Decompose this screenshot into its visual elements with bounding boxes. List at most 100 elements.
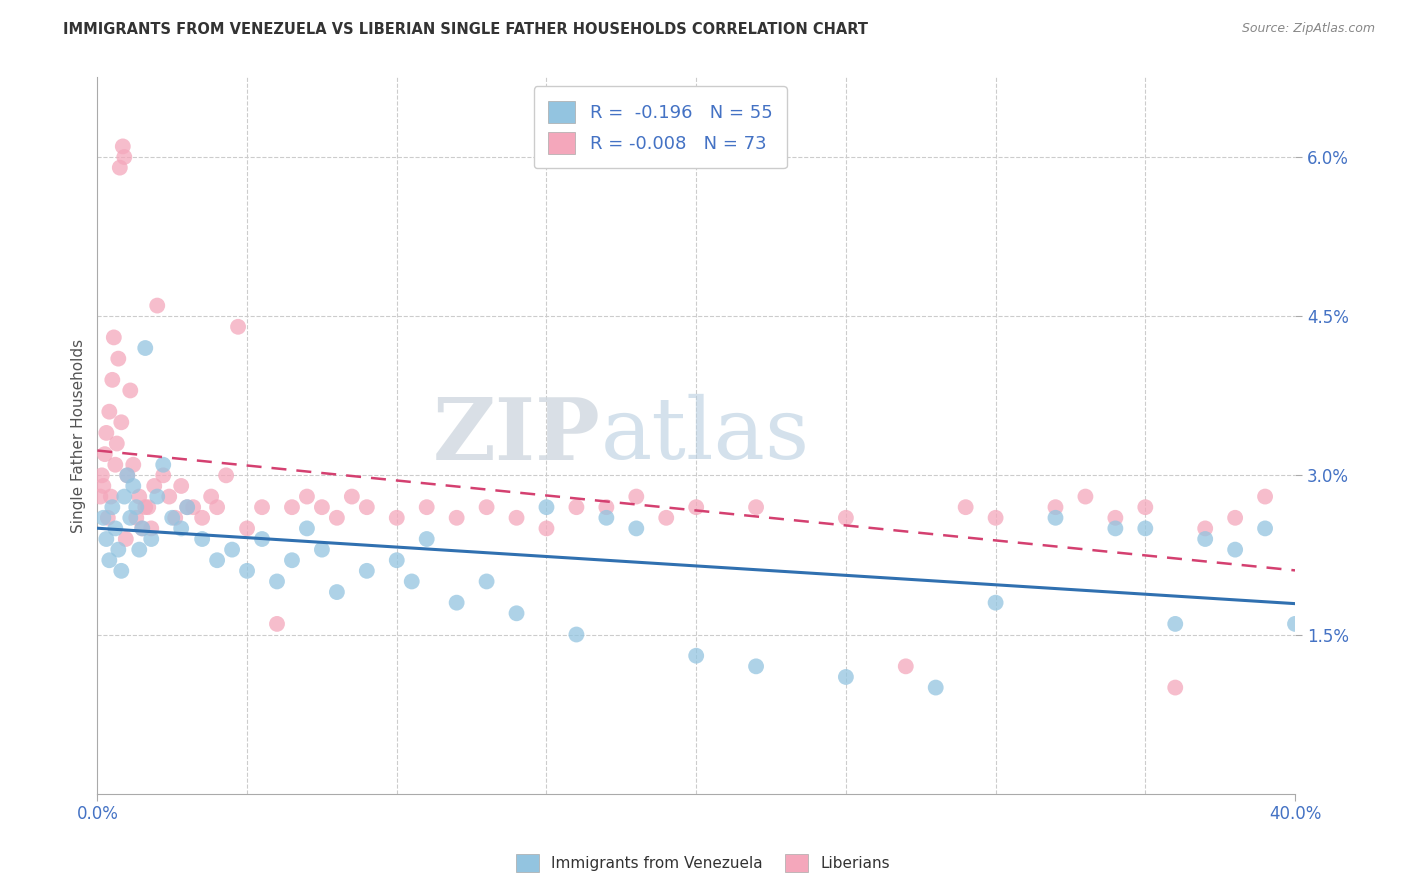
Point — [984, 596, 1007, 610]
Point — [446, 510, 468, 524]
Point — [1074, 490, 1097, 504]
Point — [120, 384, 142, 398]
Point — [1045, 510, 1067, 524]
Point — [146, 490, 169, 504]
Point — [97, 510, 120, 524]
Point — [1104, 521, 1126, 535]
Point — [295, 521, 318, 535]
Point — [108, 161, 131, 175]
Point — [446, 596, 468, 610]
Point — [266, 616, 288, 631]
Point — [110, 564, 132, 578]
Point — [236, 564, 259, 578]
Point — [143, 479, 166, 493]
Point — [205, 553, 228, 567]
Point — [131, 521, 153, 535]
Point — [176, 500, 198, 515]
Point — [146, 299, 169, 313]
Point — [136, 500, 159, 515]
Point — [101, 500, 124, 515]
Point — [104, 458, 127, 472]
Point — [170, 521, 193, 535]
Point — [215, 468, 238, 483]
Point — [117, 468, 139, 483]
Point — [96, 532, 118, 546]
Text: ZIP: ZIP — [433, 393, 600, 477]
Point — [326, 585, 349, 599]
Text: Source: ZipAtlas.com: Source: ZipAtlas.com — [1241, 22, 1375, 36]
Legend: Immigrants from Venezuela, Liberians: Immigrants from Venezuela, Liberians — [508, 846, 898, 880]
Point — [745, 659, 768, 673]
Point — [1223, 510, 1246, 524]
Point — [134, 341, 156, 355]
Point — [1254, 490, 1277, 504]
Point — [1164, 681, 1187, 695]
Point — [128, 542, 150, 557]
Point — [894, 659, 917, 673]
Point — [141, 521, 163, 535]
Point — [103, 330, 125, 344]
Point — [266, 574, 288, 589]
Point — [356, 564, 378, 578]
Point — [236, 521, 259, 535]
Point — [105, 436, 128, 450]
Point — [326, 510, 349, 524]
Point — [90, 468, 112, 483]
Point — [104, 521, 127, 535]
Point — [626, 490, 648, 504]
Point — [835, 670, 858, 684]
Point — [1284, 616, 1306, 631]
Point — [925, 681, 948, 695]
Point — [101, 373, 124, 387]
Point — [114, 532, 136, 546]
Point — [157, 490, 180, 504]
Point — [112, 150, 135, 164]
Point — [685, 500, 707, 515]
Point — [1045, 500, 1067, 515]
Point — [141, 532, 163, 546]
Point — [160, 510, 183, 524]
Point — [685, 648, 707, 663]
Point — [475, 574, 498, 589]
Point — [565, 627, 588, 641]
Point — [89, 490, 111, 504]
Point — [565, 500, 588, 515]
Point — [112, 490, 135, 504]
Point — [226, 319, 249, 334]
Point — [205, 500, 228, 515]
Point — [107, 542, 129, 557]
Point — [250, 500, 273, 515]
Point — [170, 479, 193, 493]
Point — [100, 490, 122, 504]
Point — [1135, 521, 1157, 535]
Point — [131, 521, 153, 535]
Point — [165, 510, 187, 524]
Point — [1254, 521, 1277, 535]
Legend: R =  -0.196   N = 55, R = -0.008   N = 73: R = -0.196 N = 55, R = -0.008 N = 73 — [534, 87, 787, 169]
Point — [595, 500, 617, 515]
Point — [745, 500, 768, 515]
Point — [1194, 521, 1216, 535]
Point — [356, 500, 378, 515]
Point — [122, 458, 145, 472]
Point — [94, 447, 117, 461]
Point — [110, 415, 132, 429]
Point — [120, 510, 142, 524]
Point — [96, 425, 118, 440]
Point — [98, 405, 121, 419]
Point — [295, 490, 318, 504]
Point — [281, 500, 304, 515]
Point — [536, 500, 558, 515]
Y-axis label: Single Father Households: Single Father Households — [72, 338, 86, 533]
Point — [415, 532, 437, 546]
Point — [91, 510, 114, 524]
Point — [415, 500, 437, 515]
Point — [505, 510, 527, 524]
Point — [98, 553, 121, 567]
Point — [125, 500, 148, 515]
Point — [125, 510, 148, 524]
Point — [1135, 500, 1157, 515]
Point — [134, 500, 156, 515]
Point — [595, 510, 617, 524]
Point — [128, 490, 150, 504]
